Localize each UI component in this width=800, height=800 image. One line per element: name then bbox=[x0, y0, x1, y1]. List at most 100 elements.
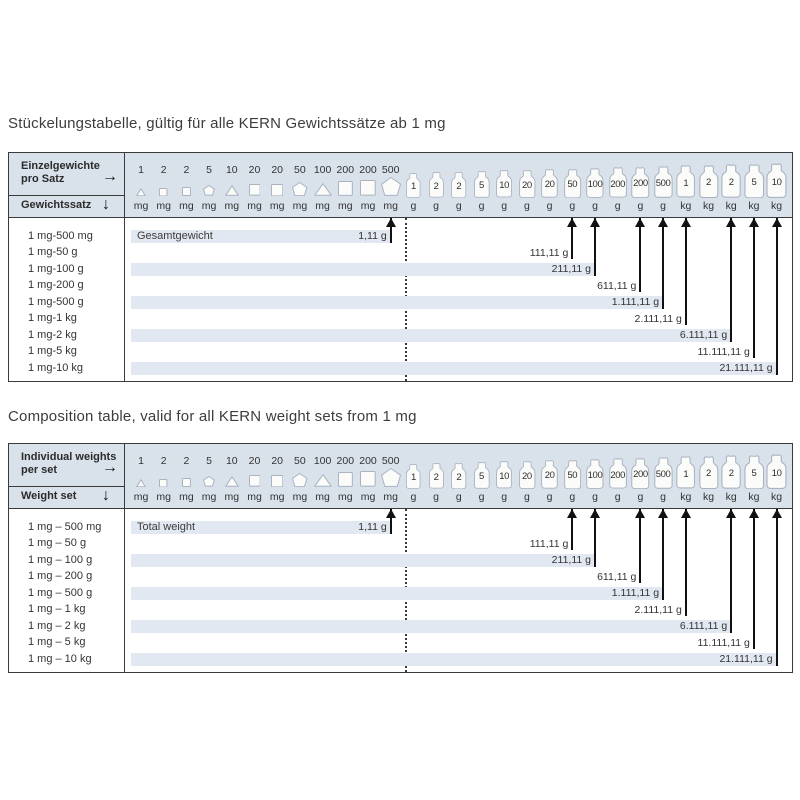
total-weight-value: 1.111,11 g bbox=[611, 587, 660, 599]
column-value: 20 bbox=[544, 470, 555, 482]
weight-shape-triangle-icon bbox=[313, 474, 332, 487]
weight-bottle-icon bbox=[540, 459, 559, 489]
column-unit-label: mg bbox=[179, 491, 194, 503]
weight-set-label: Gewichtssatz bbox=[21, 199, 92, 211]
column-unit-label: g bbox=[569, 491, 576, 503]
weight-shape-square-icon bbox=[159, 478, 168, 487]
column-unit-label: g bbox=[546, 200, 553, 212]
column-value: 100 bbox=[587, 469, 603, 481]
total-weight-value: 1.111,11 g bbox=[611, 296, 660, 308]
column-unit-label: g bbox=[614, 491, 621, 503]
column-value: 20 bbox=[271, 164, 284, 176]
total-weight-label: Total weight bbox=[137, 520, 196, 533]
weight-shape-square-icon bbox=[337, 472, 353, 487]
weight-bottle-icon bbox=[518, 169, 537, 198]
weight-bottle-icon bbox=[585, 167, 605, 198]
composition-table-german: Einzelgewichte pro Satz → Gewichtssatz ↓ mg 1… bbox=[8, 152, 793, 382]
up-arrow-shaft bbox=[594, 218, 596, 276]
total-weight-value: 21.111,11 g bbox=[719, 362, 773, 374]
weight-bottle-icon bbox=[428, 171, 445, 198]
column-value: 50 bbox=[567, 179, 578, 191]
column-value: 20 bbox=[271, 455, 284, 467]
weight-bottle-icon bbox=[563, 459, 582, 489]
weight-set-row-label: 1 mg-1 kg bbox=[28, 312, 77, 324]
weight-bottle-icon bbox=[473, 170, 491, 198]
total-weight-value: 1,11 g bbox=[358, 521, 387, 533]
column-unit-label: kg bbox=[680, 491, 692, 503]
column-unit-label: g bbox=[660, 200, 667, 212]
up-arrow-icon bbox=[748, 509, 759, 518]
column-unit-label: g bbox=[433, 200, 440, 212]
column-value: 200 bbox=[359, 455, 377, 467]
up-arrow-icon bbox=[635, 509, 646, 518]
table-title-english: Composition table, valid for all KERN we… bbox=[8, 408, 417, 425]
weight-shape-square-icon bbox=[159, 187, 168, 196]
weight-bottle-icon bbox=[608, 457, 628, 489]
individual-weights-label: Individual weights per set bbox=[21, 451, 117, 476]
weight-shape-triangle-icon bbox=[224, 476, 239, 487]
up-arrow-shaft bbox=[775, 218, 778, 375]
weight-set-row-label: 1 mg – 5 kg bbox=[28, 636, 86, 648]
total-weight-value: 211,11 g bbox=[551, 554, 591, 566]
column-value: 2 bbox=[728, 468, 734, 480]
up-arrow-icon bbox=[590, 509, 600, 518]
row-stripe-bar bbox=[131, 262, 595, 276]
up-arrow-shaft bbox=[752, 218, 755, 358]
weight-set-row-label: 1 mg – 10 kg bbox=[28, 652, 92, 665]
column-value: 100 bbox=[587, 178, 603, 190]
up-arrow-icon bbox=[590, 218, 600, 227]
up-arrow-shaft bbox=[730, 509, 733, 633]
column-unit-label: mg bbox=[269, 491, 285, 503]
up-arrow-icon bbox=[658, 509, 669, 518]
column-unit-label: kg bbox=[702, 491, 715, 503]
column-unit-label: mg bbox=[133, 200, 149, 212]
total-weight-value: 111,11 g bbox=[529, 246, 569, 259]
column-value: 1 bbox=[410, 472, 416, 484]
up-arrow-icon bbox=[385, 509, 396, 518]
column-value: 200 bbox=[633, 469, 648, 481]
column-value: 200 bbox=[336, 455, 355, 467]
weight-set-row-label: 1 mg – 2 kg bbox=[28, 619, 86, 632]
column-unit-label: kg bbox=[771, 200, 783, 212]
column-unit-label: mg bbox=[179, 200, 194, 212]
right-arrow-icon: → bbox=[102, 459, 118, 476]
column-value: 200 bbox=[610, 178, 626, 190]
up-arrow-shaft bbox=[684, 218, 687, 325]
row-stripe-bar bbox=[131, 328, 732, 342]
column-unit-label: g bbox=[523, 200, 530, 212]
column-unit-label: kg bbox=[748, 491, 760, 503]
right-arrow-icon: → bbox=[102, 168, 118, 185]
weight-shape-triangle-icon bbox=[136, 478, 146, 488]
column-unit-label: g bbox=[455, 491, 462, 503]
weight-shape-square-icon bbox=[181, 187, 191, 196]
total-weight-value: 2.111,11 g bbox=[634, 603, 682, 616]
weight-bottle-icon bbox=[675, 164, 696, 198]
column-value: 500 bbox=[381, 164, 400, 176]
column-unit-label: g bbox=[637, 491, 644, 503]
weight-bottle-icon bbox=[450, 462, 467, 489]
up-arrow-shaft bbox=[639, 509, 642, 583]
column-value: 500 bbox=[655, 178, 671, 189]
column-value: 20 bbox=[544, 179, 555, 191]
up-arrow-shaft bbox=[571, 509, 574, 550]
column-unit-label: mg bbox=[156, 491, 171, 503]
column-value: 200 bbox=[359, 164, 377, 176]
up-arrow-shaft bbox=[684, 509, 687, 616]
weight-bottle-icon bbox=[473, 461, 491, 489]
column-unit-label: g bbox=[433, 491, 440, 503]
column-value: 2 bbox=[160, 164, 167, 176]
column-unit-label: mg bbox=[292, 491, 308, 503]
column-unit-label: kg bbox=[748, 200, 760, 212]
total-weight-value: 11.111,11 g bbox=[697, 636, 750, 649]
column-value: 2 bbox=[433, 471, 439, 483]
weight-set-row-label: 1 mg – 500 g bbox=[28, 586, 93, 599]
column-value: 5 bbox=[751, 467, 757, 479]
column-unit-label: kg bbox=[702, 200, 715, 212]
up-arrow-icon bbox=[771, 218, 782, 227]
column-value: 10 bbox=[499, 470, 510, 482]
left-column-divider bbox=[124, 153, 125, 381]
column-value: 50 bbox=[294, 164, 306, 176]
column-value: 2 bbox=[728, 177, 734, 189]
weight-bottle-icon bbox=[630, 457, 651, 489]
